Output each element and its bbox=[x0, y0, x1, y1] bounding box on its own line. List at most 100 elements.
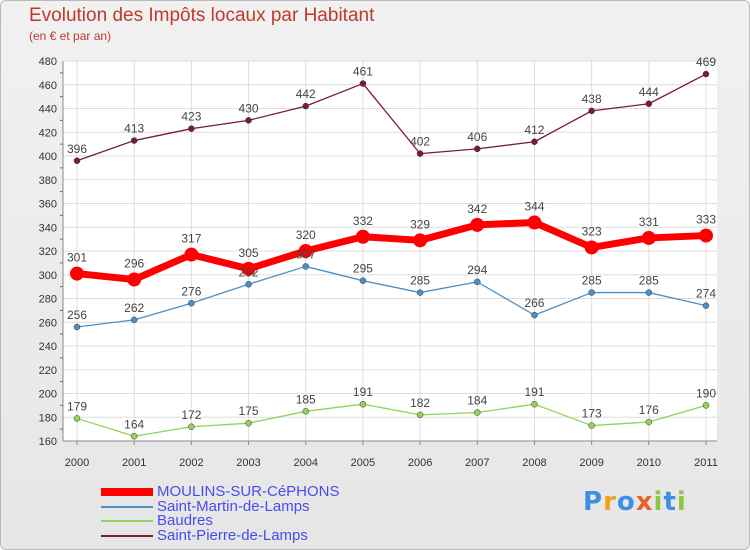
data-label: 173 bbox=[582, 407, 602, 421]
data-point bbox=[359, 400, 367, 408]
data-label: 307 bbox=[296, 247, 316, 261]
x-tick-label: 2007 bbox=[465, 457, 489, 469]
data-point bbox=[702, 302, 710, 309]
data-point bbox=[588, 422, 595, 429]
data-point bbox=[470, 217, 485, 232]
data-label: 294 bbox=[467, 263, 487, 277]
data-label: 179 bbox=[67, 399, 87, 413]
y-tick-label: 220 bbox=[39, 365, 57, 377]
data-point bbox=[73, 323, 81, 331]
data-label: 342 bbox=[467, 202, 487, 216]
y-tick-label: 340 bbox=[39, 222, 57, 234]
logo-letter: i bbox=[653, 487, 664, 517]
data-label: 296 bbox=[124, 257, 144, 271]
y-tick-label: 200 bbox=[39, 389, 57, 401]
data-point bbox=[531, 311, 538, 319]
data-point bbox=[416, 150, 424, 157]
x-tick-label: 2000 bbox=[65, 457, 89, 469]
data-point bbox=[130, 137, 138, 144]
data-labels: 301 296 317 305 320 332 329 342 344 323 331 333 256 2… bbox=[67, 55, 716, 431]
logo-letter: x bbox=[635, 487, 654, 517]
axes: 160 180 200 220 240 260 280 300 320 340 360 380 400 4… bbox=[39, 56, 718, 469]
data-point bbox=[531, 400, 538, 408]
data-point bbox=[588, 289, 595, 296]
series-line bbox=[76, 219, 707, 283]
data-label: 305 bbox=[239, 246, 259, 260]
legend-swatch bbox=[101, 505, 153, 508]
data-point bbox=[359, 80, 367, 87]
legend-label: MOULINS-SUR-CéPHONS bbox=[157, 483, 340, 500]
x-tick-label: 2008 bbox=[522, 457, 546, 469]
data-label: 317 bbox=[181, 232, 201, 246]
data-point bbox=[641, 230, 656, 245]
data-point bbox=[355, 229, 370, 244]
x-tick-label: 2005 bbox=[351, 457, 375, 469]
data-label: 285 bbox=[582, 274, 602, 288]
data-label: 266 bbox=[524, 296, 544, 310]
data-label: 184 bbox=[467, 394, 487, 408]
data-point bbox=[241, 261, 256, 276]
data-point bbox=[130, 433, 138, 440]
data-label: 402 bbox=[410, 135, 430, 149]
data-label: 191 bbox=[353, 385, 373, 399]
data-label: 295 bbox=[353, 262, 373, 276]
series-line bbox=[76, 265, 707, 328]
data-label: 190 bbox=[696, 386, 716, 400]
y-tick-label: 400 bbox=[39, 151, 57, 163]
data-label: 292 bbox=[239, 265, 259, 279]
legend-item: Saint-Martin-de-Lamps bbox=[101, 499, 421, 515]
data-point bbox=[474, 278, 481, 286]
data-point bbox=[531, 138, 538, 145]
legend-item: MOULINS-SUR-CéPHONS bbox=[101, 483, 421, 500]
y-tick-label: 160 bbox=[39, 436, 57, 448]
y-tick-label: 180 bbox=[39, 412, 57, 424]
y-tick-label: 260 bbox=[39, 317, 57, 329]
y-tick-label: 280 bbox=[39, 294, 57, 306]
y-tick-label: 460 bbox=[39, 80, 57, 92]
series-line bbox=[76, 73, 707, 162]
logo-letter: t bbox=[663, 487, 677, 517]
data-point bbox=[188, 125, 195, 132]
y-tick-label: 480 bbox=[39, 56, 57, 68]
data-point bbox=[645, 418, 653, 426]
data-label: 412 bbox=[524, 123, 544, 137]
chart-subtitle: (en € et par an) bbox=[29, 29, 112, 43]
legend-item: Saint-Pierre-de-Lamps bbox=[101, 528, 421, 544]
data-point bbox=[527, 215, 542, 230]
data-point bbox=[645, 100, 653, 107]
data-label: 285 bbox=[639, 274, 659, 288]
data-label: 461 bbox=[353, 65, 373, 79]
legend-label: Baudres bbox=[157, 512, 213, 529]
data-point bbox=[302, 102, 309, 110]
data-label: 333 bbox=[696, 213, 716, 227]
x-tick-label: 2010 bbox=[637, 457, 661, 469]
y-tick-label: 440 bbox=[39, 104, 57, 116]
data-label: 285 bbox=[410, 274, 430, 288]
data-label: 469 bbox=[696, 55, 716, 69]
data-point bbox=[188, 423, 195, 430]
data-point bbox=[188, 300, 195, 307]
y-tick-label: 300 bbox=[39, 270, 57, 282]
data-label: 276 bbox=[181, 284, 201, 298]
data-point bbox=[245, 419, 252, 427]
data-label: 329 bbox=[410, 217, 430, 231]
data-label: 442 bbox=[296, 87, 316, 101]
data-point bbox=[588, 107, 595, 115]
data-label: 182 bbox=[410, 396, 430, 410]
data-point bbox=[645, 289, 653, 296]
logo-letter: r bbox=[603, 487, 617, 517]
x-tick-label: 2011 bbox=[694, 457, 718, 469]
data-point bbox=[245, 117, 252, 124]
data-label: 413 bbox=[124, 122, 144, 136]
data-label: 396 bbox=[67, 142, 87, 156]
data-point bbox=[73, 415, 81, 422]
data-label: 191 bbox=[524, 385, 544, 399]
data-label: 176 bbox=[639, 403, 659, 417]
data-label: 438 bbox=[582, 92, 602, 106]
data-point bbox=[127, 272, 142, 287]
data-label: 344 bbox=[524, 200, 544, 214]
data-point bbox=[702, 70, 710, 78]
data-point bbox=[70, 266, 84, 281]
